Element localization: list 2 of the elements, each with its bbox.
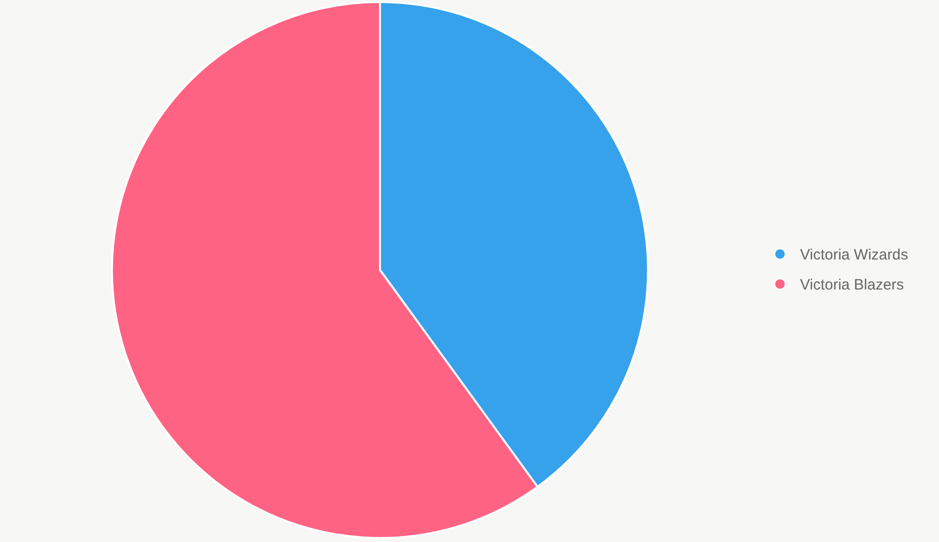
legend-label: Victoria Blazers — [800, 276, 904, 294]
legend-label: Victoria Wizards — [800, 246, 908, 264]
